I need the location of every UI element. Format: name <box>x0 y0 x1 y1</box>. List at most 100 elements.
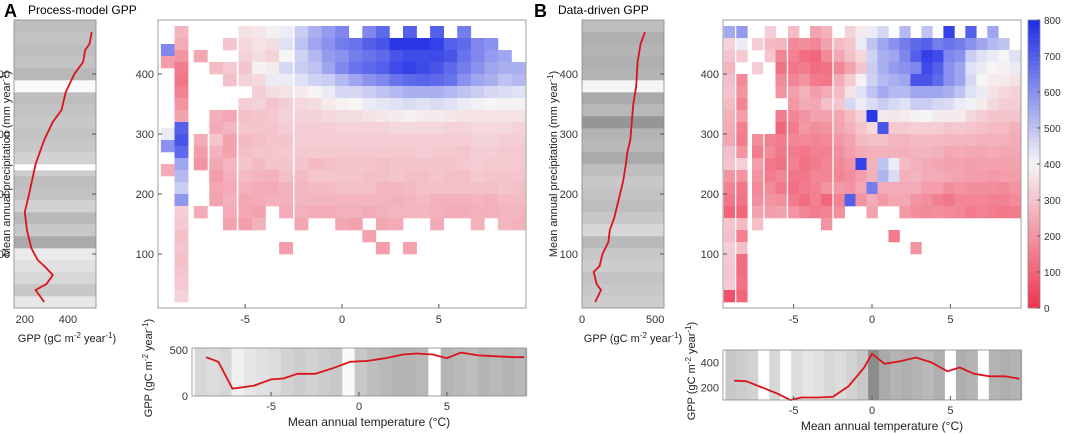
heatmap-cell <box>375 218 390 231</box>
heatmap-cell <box>511 122 526 135</box>
band <box>582 272 664 285</box>
band <box>802 350 814 400</box>
heatmap-cell <box>251 134 266 147</box>
heatmap-cell <box>375 242 390 255</box>
heatmap-cell <box>899 146 911 159</box>
heatmap-cell <box>470 218 485 231</box>
heatmap-cell <box>764 194 776 207</box>
colorbar-tick-label: 400 <box>1044 160 1061 171</box>
heatmap-cell <box>764 38 776 51</box>
heatmap-cell <box>238 26 253 39</box>
heatmap-cell <box>308 26 322 39</box>
heatmap-cell <box>443 98 458 111</box>
band <box>582 188 664 201</box>
heatmap-cell <box>723 134 736 147</box>
heatmap-cell <box>888 98 900 111</box>
heatmap-cell <box>899 98 911 111</box>
heatmap-cell <box>921 62 933 75</box>
heatmap-cell <box>279 74 293 87</box>
x-axis-label-part: year <box>81 333 106 345</box>
heatmap-cell <box>821 146 833 159</box>
heatmap-cell <box>723 278 736 291</box>
heatmap-cell <box>389 38 404 51</box>
colorbar-step <box>1028 56 1040 61</box>
heatmap-cell <box>497 98 512 111</box>
heatmap-cell <box>251 38 266 51</box>
heatmap-cell <box>965 122 977 135</box>
colorbar-step <box>1028 38 1040 43</box>
heatmap-cell <box>844 134 856 147</box>
heatmap-cell <box>443 62 458 75</box>
heatmap-cell <box>866 134 878 147</box>
band <box>14 200 96 213</box>
heatmap-cell <box>998 182 1010 195</box>
heatmap-cell <box>888 50 900 63</box>
heatmap-cell <box>470 98 485 111</box>
heatmap-cell <box>943 158 955 171</box>
heatmap-cell <box>833 98 845 111</box>
heatmap-cell <box>723 38 736 51</box>
heatmap-cell <box>484 38 499 51</box>
heatmap-cell <box>443 50 458 63</box>
heatmap-cell <box>308 110 322 123</box>
heatmap-cell <box>821 206 833 219</box>
band <box>582 260 664 273</box>
colorbar-step <box>1028 51 1040 57</box>
colorbar-step <box>1028 128 1040 133</box>
heatmap-cell <box>965 50 977 63</box>
colorbar-step <box>1028 33 1040 39</box>
heatmap-cell <box>877 26 889 39</box>
heatmap-cell <box>866 146 878 159</box>
heatmap-cell <box>910 182 922 195</box>
heatmap-cell <box>321 74 336 87</box>
heatmap-cell <box>457 206 472 219</box>
heatmap-cell <box>723 86 736 99</box>
heatmap-cell <box>844 122 856 135</box>
heatmap-cell <box>833 170 845 183</box>
heatmap-cell <box>866 86 878 99</box>
heatmap-cell <box>877 158 889 171</box>
heatmap-cell <box>965 110 977 123</box>
heatmap-cell <box>866 38 878 51</box>
heatmap-cell <box>308 134 322 147</box>
heatmap-cell <box>470 206 485 219</box>
heatmap-cell <box>788 170 800 183</box>
heatmap-cell <box>279 98 293 111</box>
heatmap-cell <box>932 86 944 99</box>
x-tick-label: 400 <box>59 314 77 326</box>
heatmap-cell <box>833 86 845 99</box>
band <box>879 350 891 400</box>
heatmap-cell <box>752 206 764 219</box>
heatmap-cell <box>238 206 253 219</box>
y-axis-label: GPP (gC m-2 year-1) <box>141 319 156 417</box>
heatmap-cell <box>443 74 458 87</box>
colorbar-step <box>1028 164 1040 169</box>
heatmap-cell <box>308 86 322 99</box>
heatmap-cell <box>497 62 512 75</box>
heatmap-cell <box>174 158 189 171</box>
heatmap-cell <box>457 74 472 87</box>
heatmap-cell <box>362 194 377 207</box>
heatmap-cell <box>764 26 776 39</box>
heatmap-cell <box>389 98 404 111</box>
heatmap-cell <box>888 182 900 195</box>
band <box>14 32 96 45</box>
heatmap-cell <box>389 86 404 99</box>
heatmap-cell <box>821 26 833 39</box>
heatmap-cell <box>821 170 833 183</box>
colorbar-step <box>1028 20 1040 25</box>
heatmap-cell <box>497 170 512 183</box>
heatmap-cell <box>976 62 988 75</box>
heatmap-cell <box>321 182 336 195</box>
heatmap-cell <box>810 206 822 219</box>
heatmap-cell <box>470 158 485 171</box>
y-tick-label: 200 <box>701 383 719 395</box>
x-tick-label: -5 <box>789 314 799 326</box>
band <box>317 348 331 396</box>
heatmap-cell <box>855 146 867 159</box>
heatmap-cell <box>866 74 878 87</box>
heatmap-cell <box>174 278 189 291</box>
heatmap-cell <box>877 146 889 159</box>
heatmap-cell <box>764 206 776 219</box>
heatmap-cell <box>799 50 811 63</box>
